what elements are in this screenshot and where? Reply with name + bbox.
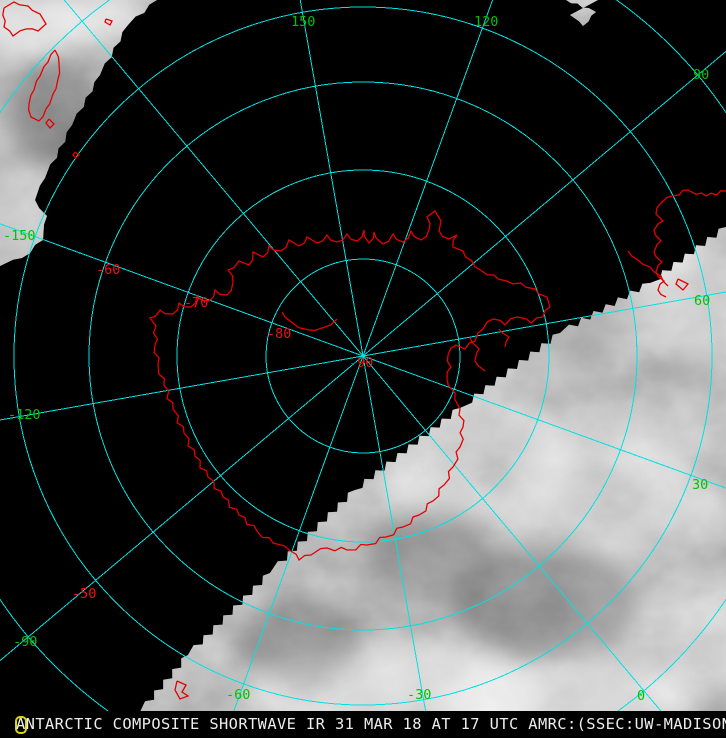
caption-bar: ANTARCTIC COMPOSITE SHORTWAVE IR 31 MAR … bbox=[0, 711, 726, 738]
cloud-blob bbox=[240, 600, 360, 680]
station-marker-icon bbox=[15, 716, 27, 734]
lon-label--90: -90 bbox=[13, 634, 37, 650]
small-island-west bbox=[72, 151, 80, 159]
meridian-60 bbox=[362, 291, 726, 357]
lat-label--60: -60 bbox=[96, 262, 120, 278]
south-america-tip bbox=[653, 189, 726, 298]
weddell-islands-1 bbox=[469, 337, 486, 372]
cloud-blob bbox=[360, 510, 500, 600]
cloud-blob bbox=[55, 0, 145, 40]
meridian-90 bbox=[362, 50, 726, 357]
meridian--60 bbox=[223, 355, 364, 738]
lat-circle--60 bbox=[88, 81, 638, 631]
lon-label-0: 0 bbox=[637, 688, 645, 704]
meridian-150 bbox=[299, 0, 364, 357]
caption-text: ANTARCTIC COMPOSITE SHORTWAVE IR 31 MAR … bbox=[16, 715, 726, 733]
meridian--120 bbox=[0, 355, 364, 421]
island-fragment-edge bbox=[174, 680, 190, 700]
meridian-180 bbox=[63, 0, 364, 357]
meridian--150 bbox=[0, 223, 364, 357]
lat-circle--80 bbox=[265, 258, 461, 454]
meridian-30 bbox=[362, 355, 726, 489]
lat-label--90: -90 bbox=[349, 355, 373, 371]
meridian--90 bbox=[0, 355, 364, 662]
meridian-0 bbox=[362, 355, 685, 738]
lat-circle--50 bbox=[13, 6, 713, 706]
coastline-layer bbox=[2, 1, 726, 700]
new-zealand-south bbox=[28, 49, 61, 122]
cloud-blob bbox=[620, 585, 726, 695]
meridian--30 bbox=[362, 355, 431, 738]
lon-label-150: 150 bbox=[291, 14, 315, 30]
lon-label-60: 60 bbox=[694, 293, 710, 309]
meridian-120 bbox=[362, 0, 494, 357]
lon-label--120: -120 bbox=[8, 407, 41, 423]
lat-label--70: -70 bbox=[184, 295, 208, 311]
lon-label-120: 120 bbox=[474, 14, 498, 30]
lon-label--150: -150 bbox=[3, 228, 36, 244]
cloud-blob bbox=[600, 390, 720, 470]
stewart-island bbox=[45, 118, 55, 129]
lon-label-30: 30 bbox=[692, 477, 708, 493]
new-zealand-north bbox=[2, 1, 47, 37]
lat-label--80: -80 bbox=[267, 326, 291, 342]
cloud-blob bbox=[455, 545, 635, 655]
weddell-islands-2 bbox=[498, 328, 510, 348]
antarctica-outline bbox=[148, 210, 551, 562]
lat-label--50: -50 bbox=[72, 586, 96, 602]
chatham-island bbox=[104, 18, 113, 26]
lat-circle--70 bbox=[176, 169, 550, 543]
lon-label--30: -30 bbox=[407, 687, 431, 703]
south-america-inner-coast bbox=[627, 250, 669, 287]
lon-label--60: -60 bbox=[226, 687, 250, 703]
ross-inlet bbox=[281, 311, 338, 332]
island-fragment-east bbox=[675, 278, 690, 291]
grid-label-layer: 150 120 90 60 30 0 -30 -60 -90 -120 -150 -50 -60 -70 -… bbox=[3, 14, 710, 704]
lon-label-90: 90 bbox=[693, 67, 709, 83]
